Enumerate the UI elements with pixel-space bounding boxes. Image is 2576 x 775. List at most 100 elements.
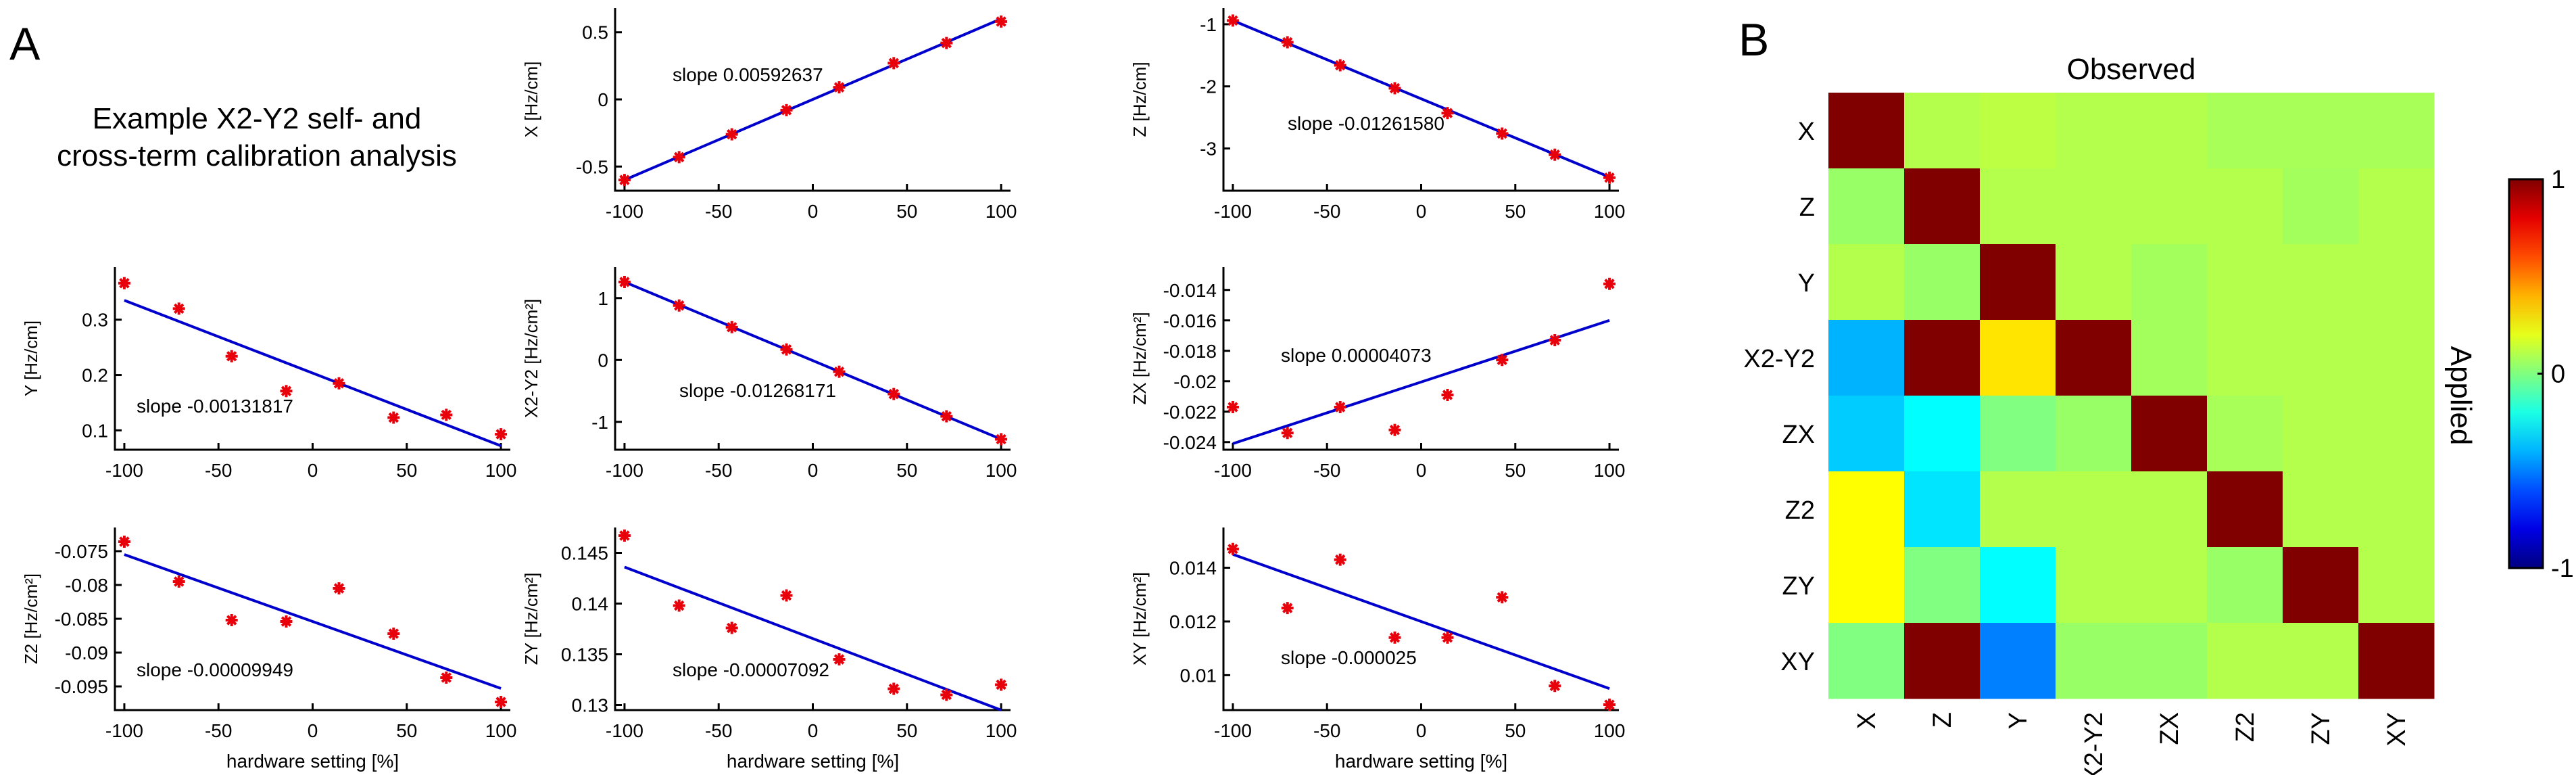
data-point	[1496, 354, 1509, 367]
x-tick-label: -50	[1313, 201, 1340, 222]
data-point	[1441, 631, 1454, 644]
data-point	[1388, 423, 1401, 436]
heatmap-cell	[2131, 396, 2208, 472]
data-point	[1441, 389, 1454, 401]
data-point	[1603, 699, 1616, 711]
heatmap-cell	[2056, 320, 2132, 396]
heatmap-cell	[2283, 320, 2359, 396]
y-tick-label: -0.09	[65, 642, 108, 663]
axes-frame	[1222, 8, 1619, 192]
data-point	[333, 377, 345, 390]
y-tick-label: 0.13	[572, 695, 609, 716]
fit-line	[124, 553, 502, 690]
y-tick-label: 1	[598, 288, 608, 309]
y-tick-label: -1	[1200, 14, 1217, 35]
data-point	[1441, 107, 1454, 120]
y-axis-label: Z2 [Hz/cm²]	[21, 573, 41, 664]
fit-line	[1232, 19, 1610, 179]
plot-zx: -100 -50 0 50 100 -0.014 -0.016 -0.018 -0.02 -0.0…	[1129, 267, 1625, 481]
x-tick-label: 0	[808, 201, 819, 222]
data-point	[387, 411, 400, 424]
heatmap-cell	[2207, 244, 2283, 321]
x-tick-label: -100	[105, 460, 143, 481]
data-point	[495, 428, 508, 441]
data-point	[995, 433, 1008, 446]
y-tick-label: 0.2	[82, 365, 108, 386]
data-point	[1226, 14, 1239, 27]
y-tick-label: 0.145	[561, 543, 608, 564]
slope-annotation: slope 0.00592637	[673, 64, 823, 85]
x-tick-label: -50	[705, 460, 732, 481]
axes-frame	[114, 267, 510, 451]
heatmap-cell	[1828, 320, 1905, 396]
data-point	[1496, 591, 1509, 604]
heatmap-row-label: Z2	[1785, 496, 1815, 525]
y-axis-label: Z [Hz/cm]	[1129, 62, 1150, 137]
data-point	[995, 15, 1008, 28]
fit-line	[624, 565, 1002, 711]
x-tick-label: -100	[1214, 720, 1252, 741]
y-tick-label: -0.016	[1163, 310, 1217, 331]
heatmap-cell	[1828, 623, 1905, 699]
heatmap-cell	[1980, 93, 2056, 169]
x-tick-label: -50	[705, 201, 732, 222]
plot-z: -100 -50 0 50 100 -1 -2 -3 Z [Hz/cm] slope -0.012…	[1129, 8, 1625, 222]
data-point	[888, 682, 900, 695]
x-tick-label: 0	[308, 720, 318, 741]
y-axis-label: X2-Y2 [Hz/cm²]	[521, 299, 541, 418]
x-tick-label: 100	[1594, 460, 1626, 481]
heatmap-cell	[2056, 93, 2132, 169]
y-tick-label: 0	[598, 350, 608, 371]
heatmap-cell	[1980, 471, 2056, 548]
heatmap-cell	[1980, 396, 2056, 472]
heatmap-cell	[2358, 623, 2435, 699]
data-point	[333, 582, 345, 594]
heatmap-cell	[2358, 547, 2435, 624]
x-tick-label: -100	[1214, 460, 1252, 481]
data-point	[888, 388, 900, 400]
fit-line	[124, 299, 502, 448]
heatmap-cell	[1904, 168, 1980, 245]
data-point	[673, 599, 685, 612]
data-point	[1281, 602, 1294, 615]
x-tick-label: 100	[1594, 720, 1626, 741]
data-point	[618, 174, 631, 187]
heatmap-cell	[2056, 168, 2132, 245]
x-tick-label: 50	[896, 720, 917, 741]
heatmap-cell	[2207, 471, 2283, 548]
heatmap-col-label: X	[1853, 712, 1881, 729]
x-tick-label: -100	[606, 720, 643, 741]
axes-frame	[614, 267, 1011, 451]
heatmap-cell	[2283, 396, 2359, 472]
data-point	[172, 576, 185, 588]
fit-line	[624, 281, 1002, 441]
heatmap-cell	[1904, 93, 1980, 169]
heatmap-cell	[2283, 168, 2359, 245]
heatmap-cell	[1904, 547, 1980, 624]
data-point	[725, 128, 738, 141]
x-tick-label: 50	[896, 460, 917, 481]
y-tick-label: -0.5	[576, 156, 608, 177]
heatmap-cell	[2131, 471, 2208, 548]
heatmap-cell	[1904, 396, 1980, 472]
heatmap-col-label: Y	[2004, 712, 2033, 729]
heatmap-cell	[1828, 547, 1905, 624]
data-point	[1549, 334, 1561, 346]
heatmap-cell	[2207, 93, 2283, 169]
data-point	[780, 343, 793, 356]
x-axis-label: hardware setting [%]	[727, 751, 899, 772]
slope-annotation: slope 0.00004073	[1281, 345, 1432, 366]
data-point	[280, 385, 293, 398]
y-axis-label: X [Hz/cm]	[521, 62, 541, 138]
data-point	[673, 151, 685, 164]
heatmap-cell	[2283, 547, 2359, 624]
heatmap-cell	[2207, 547, 2283, 624]
y-tick-label: 0.01	[1180, 665, 1217, 686]
heatmap-cell	[2358, 93, 2435, 169]
y-tick-label: 0.14	[572, 594, 609, 615]
slope-annotation: slope -0.000025	[1281, 647, 1417, 668]
panel-b-label: B	[1739, 14, 1769, 66]
heatmap-cell	[2207, 396, 2283, 472]
heatmap-cell	[1980, 244, 2056, 321]
data-point	[1603, 277, 1616, 290]
